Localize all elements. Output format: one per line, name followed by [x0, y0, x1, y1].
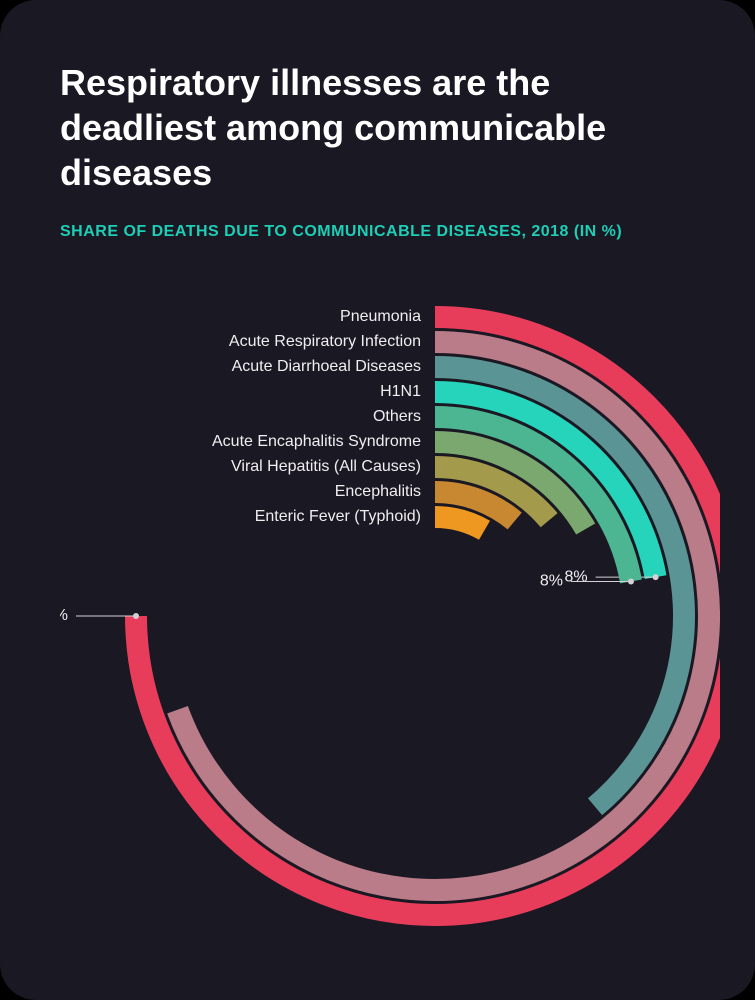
chart-title: Respiratory illnesses are the deadliest … [60, 60, 620, 195]
percent-label: 8% [564, 568, 587, 585]
radial-bar-arc [435, 517, 485, 530]
radial-bar-arc [136, 317, 720, 915]
category-label: Acute Encaphalitis Syndrome [212, 433, 421, 450]
percent-label: 8% [540, 573, 563, 590]
category-label: Acute Diarrhoeal Diseases [232, 358, 421, 375]
category-label: Viral Hepatitis (All Causes) [231, 458, 421, 475]
category-label: Others [373, 408, 421, 425]
category-label: Enteric Fever (Typhoid) [255, 508, 421, 525]
category-label: Encephalitis [335, 483, 421, 500]
radial-bar-chart: Pneumonia 27% Acute Respiratory Infection A… [60, 281, 695, 941]
category-label: Acute Respiratory Infection [229, 333, 421, 350]
percent-label: 27% [60, 607, 68, 624]
category-label: Pneumonia [340, 308, 421, 325]
category-label: H1N1 [380, 383, 421, 400]
chart-subtitle: SHARE OF DEATHS DUE TO COMMUNICABLE DISE… [60, 223, 695, 241]
chart-card: Respiratory illnesses are the deadliest … [0, 0, 755, 1000]
